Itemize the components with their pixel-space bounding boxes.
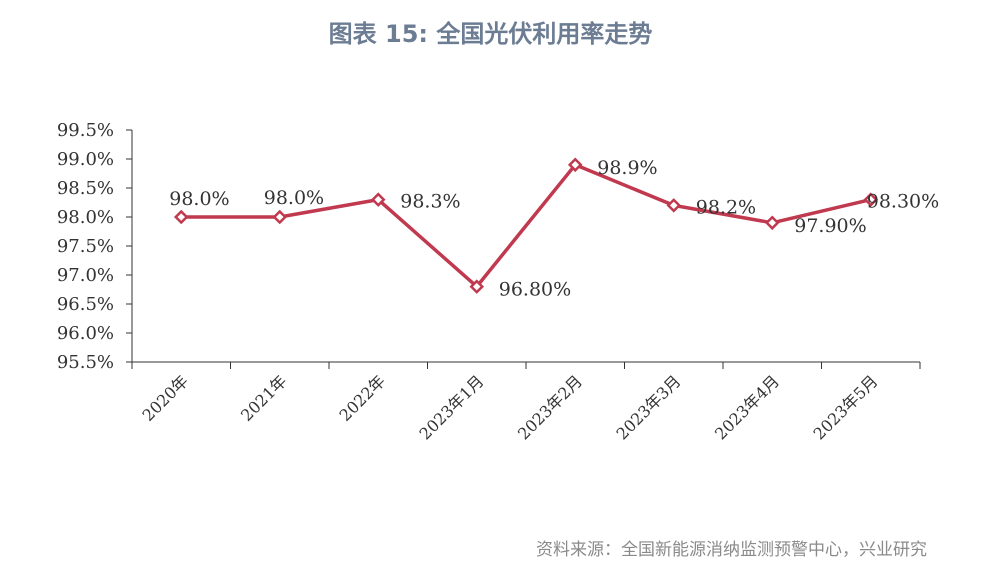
data-point (469, 279, 485, 294)
data-label: 96.80% (499, 279, 571, 301)
data-point (863, 192, 879, 207)
data-point (173, 209, 189, 225)
data-label: 98.0% (264, 187, 324, 209)
y-tick-label: 99.0% (57, 149, 114, 170)
y-tick-label: 98.0% (57, 207, 114, 228)
x-tick-label: 2023年2月 (514, 371, 586, 443)
data-point (567, 157, 583, 173)
x-tick-label: 2022年 (336, 371, 390, 425)
plot-area: 98.0% 98.0% 98.3% 96.80% 98.9% 98.2% 97.90%98.… (169, 157, 939, 301)
y-tick-label: 96.5% (57, 294, 114, 315)
x-axis: 2020年 2021年 2022年 2023年1月 2023年2月 2023年3月 2023… (131, 361, 921, 443)
x-tick-label: 2021年 (237, 371, 291, 425)
data-label: 98.30% (867, 191, 939, 213)
x-tick-label: 2020年 (139, 371, 193, 425)
x-tick-label: 2023年3月 (613, 371, 685, 443)
data-point (370, 192, 386, 207)
y-tick-label: 99.5% (57, 120, 114, 141)
y-tick-label: 96.0% (57, 323, 114, 344)
x-tick-label: 2023年5月 (810, 371, 882, 443)
data-label: 98.0% (169, 188, 229, 210)
data-label: 98.3% (400, 191, 460, 213)
y-tick-label: 98.5% (57, 178, 114, 199)
data-point (666, 198, 682, 213)
data-point (764, 215, 780, 231)
data-label: 98.9% (597, 157, 657, 179)
data-label: 97.90% (794, 215, 866, 237)
x-tick-label: 2023年4月 (711, 371, 783, 443)
y-tick-label: 97.0% (57, 265, 114, 286)
series-line (181, 163, 872, 289)
data-label: 98.2% (696, 196, 756, 218)
chart-title: 图表 15: 全国光伏利用率走势 (328, 20, 653, 48)
y-tick-label: 97.5% (57, 236, 114, 257)
x-tick-label: 2023年1月 (416, 371, 488, 443)
source-note: 资料来源：全国新能源消纳监测预警中心，兴业研究 (536, 540, 927, 560)
data-point (272, 209, 288, 225)
y-tick-label: 95.5% (57, 352, 114, 373)
y-axis: 95.5% 96.0% 96.5% 97.0% 97.5% 98.0% 98.5% 99.0%… (57, 120, 133, 373)
